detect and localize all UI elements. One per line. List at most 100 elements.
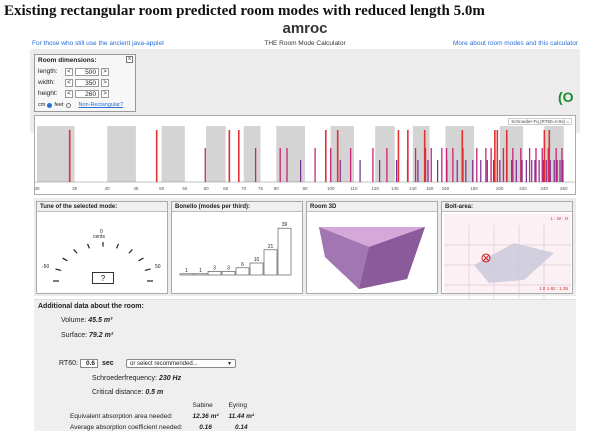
schroeder-row: Schroederfrequency: 230 Hz	[92, 375, 181, 382]
spectrum-tick-label: 60	[204, 186, 210, 191]
table-row: Average absorption coefficient needed: 0…	[66, 423, 258, 432]
bonello-count-label: 1	[185, 268, 188, 274]
non-rectangular-link[interactable]: Non-Rectangular?	[78, 102, 124, 108]
volume-row: Volume: 45.5 m³	[61, 317, 112, 324]
analysis-panels: Tune of the selected mode: 0 cents -50 5…	[34, 198, 576, 304]
spectrum-band	[499, 126, 524, 182]
absorption-coefficient-eyring: 0.14	[234, 424, 248, 431]
width-row: width: < 350 >	[38, 78, 109, 87]
schroeder-legend: Schroeder-Fq (RT60=0.6s) =	[508, 118, 572, 125]
tangential-mode-bar	[490, 148, 492, 182]
bonello-panel-title: Bonello (modes per third):	[172, 202, 302, 212]
spectrum-tick-label: 70	[241, 186, 247, 191]
axial-mode-bar	[155, 130, 158, 182]
oblique-mode-bar	[437, 160, 439, 182]
bolt-area-plot[interactable]: L : W : H 1.0 1.92 : 1.35	[444, 214, 571, 304]
schroeder-value: 230 Hz	[158, 375, 182, 382]
room-3d-view[interactable]	[307, 213, 437, 293]
volume-label: Volume:	[61, 317, 87, 324]
bolt-panel: Bolt-area: L : W : H 1.0 1.92 : 1.35	[441, 201, 573, 304]
bonello-bar	[263, 249, 278, 276]
tangential-mode-bar	[254, 148, 257, 182]
oblique-mode-bar	[531, 160, 533, 182]
gauge-zero-label: 0	[100, 229, 103, 235]
spectrum-tick-label: 75	[258, 186, 264, 191]
oblique-mode-bar	[486, 160, 488, 182]
bonello-bar	[235, 267, 250, 276]
spectrum-band	[107, 126, 136, 182]
bonello-bar	[249, 262, 264, 276]
close-icon[interactable]: x	[126, 56, 133, 63]
gauge-tick	[116, 243, 120, 249]
gauge-unit-label: cents	[93, 234, 105, 240]
tangential-mode-bar	[372, 148, 374, 182]
bonello-bar	[193, 273, 208, 276]
gauge-max-label: 50	[155, 264, 161, 270]
java-applet-link[interactable]: For those who still use the ancient java…	[32, 40, 164, 47]
tangential-mode-bar	[561, 148, 563, 182]
room-ratio-marker-icon	[481, 253, 491, 263]
oblique-mode-bar	[545, 160, 547, 182]
unit-cm-radio[interactable]	[47, 102, 53, 108]
length-label: length:	[38, 68, 58, 75]
width-input[interactable]: 350	[75, 78, 99, 87]
spectrum-tick-label: 55	[182, 186, 188, 191]
mode-spectrum[interactable]: 30 35 40 45 50 55 60 65 70 75 80 90 100 110 120 130 140 1…	[34, 115, 576, 195]
length-input[interactable]: 500	[75, 67, 99, 76]
oblique-mode-bar	[359, 160, 361, 182]
rt60-input[interactable]: 0.6	[80, 359, 98, 368]
spectrum-tick-label: 130	[391, 186, 399, 191]
bonello-bar	[207, 271, 222, 276]
spectrum-tick-label: 260	[560, 186, 568, 191]
absorption-header-row: Sabine Eyring	[66, 401, 258, 410]
oblique-mode-bar	[395, 160, 398, 182]
oblique-mode-bar	[534, 160, 536, 182]
height-decrease-button[interactable]: <	[65, 89, 73, 98]
length-increase-button[interactable]: >	[101, 67, 109, 76]
oblique-mode-bar	[300, 160, 302, 182]
height-input[interactable]: 260	[75, 89, 99, 98]
length-decrease-button[interactable]: <	[65, 67, 73, 76]
gauge-min-label: -50	[42, 264, 50, 270]
axial-mode-bar	[336, 130, 339, 182]
tune-panel: Tune of the selected mode: 0 cents -50 5…	[36, 201, 168, 294]
rt60-recommended-select[interactable]: or select recommended... ▼	[126, 359, 236, 368]
spectrum-tick-label: 240	[541, 186, 549, 191]
oblique-mode-bar	[480, 160, 482, 182]
mode-spectrum-chart[interactable]: 30 35 40 45 50 55 60 65 70 75 80 90 100 110 120 130 140 1…	[34, 116, 575, 194]
bonello-bar	[221, 271, 236, 276]
tangential-mode-bar	[520, 148, 522, 182]
spectrum-tick-label: 50	[159, 186, 165, 191]
rt60-select-value: or select recommended...	[130, 361, 198, 367]
tangential-mode-bar	[330, 148, 332, 182]
gauge-tick	[128, 249, 133, 254]
tangential-mode-bar	[349, 148, 352, 182]
width-decrease-button[interactable]: <	[65, 78, 73, 87]
absorption-header-sabine: Sabine	[192, 402, 213, 409]
spectrum-tick-label: 100	[327, 186, 335, 191]
surface-label: Surface:	[61, 332, 88, 339]
room-3d-top	[319, 227, 425, 247]
about-room-modes-link[interactable]: More about room modes and this calculato…	[452, 40, 578, 47]
width-label: width:	[38, 79, 55, 86]
absorption-header-eyring: Eyring	[228, 402, 247, 409]
tangential-mode-bar	[547, 148, 549, 182]
unit-feet-radio[interactable]	[65, 102, 71, 108]
absorption-coefficient-sabine: 0.16	[199, 424, 212, 431]
spectrum-tick-label: 65	[223, 186, 229, 191]
additional-data-title: Additional data about the room:	[38, 303, 144, 310]
room-dimensions-panel: Room dimensions: x length: < 500 > width…	[34, 54, 136, 112]
axial-mode-bar	[494, 130, 496, 182]
axial-mode-bar	[68, 130, 71, 182]
tangential-mode-bar	[502, 148, 505, 182]
gauge-tick	[138, 257, 144, 262]
oblique-mode-bar	[417, 160, 419, 182]
spectrum-band	[330, 126, 354, 182]
width-increase-button[interactable]: >	[101, 78, 109, 87]
axial-mode-bar	[461, 130, 464, 182]
chevron-down-icon: ▼	[227, 361, 232, 367]
tangential-mode-bar	[314, 148, 316, 182]
tangential-mode-bar	[512, 148, 514, 182]
room-3d-left-wall	[319, 227, 369, 289]
height-increase-button[interactable]: >	[101, 89, 109, 98]
